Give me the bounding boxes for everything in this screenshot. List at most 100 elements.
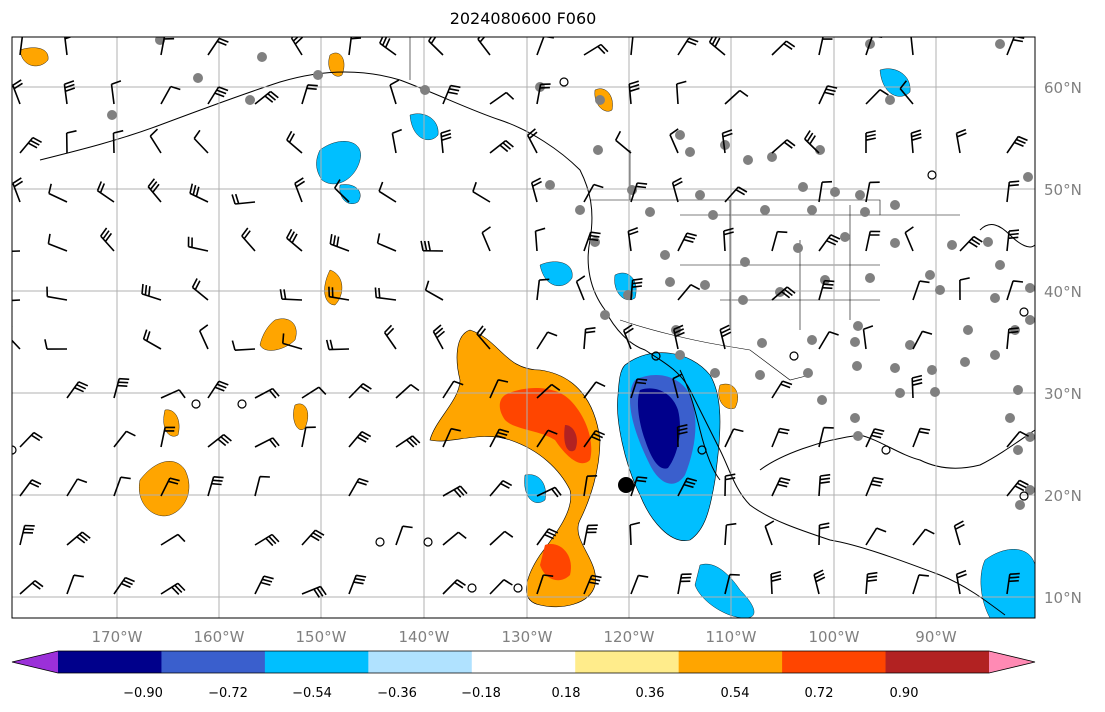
wind-barb bbox=[301, 84, 318, 105]
wind-barb bbox=[676, 424, 688, 448]
wind-barb bbox=[771, 286, 796, 301]
wind-barb bbox=[329, 233, 350, 252]
wind-barb bbox=[583, 524, 598, 546]
lon-label: 150°W bbox=[296, 628, 347, 646]
wind-barb bbox=[677, 477, 698, 497]
wind-barb bbox=[325, 339, 350, 351]
colorbar-tick-label: −0.90 bbox=[123, 686, 163, 701]
wind-barb bbox=[207, 380, 229, 399]
lon-label: 90°W bbox=[915, 628, 957, 646]
wind-barb bbox=[673, 324, 685, 350]
wind-barb bbox=[770, 570, 782, 595]
wind-barb bbox=[442, 84, 461, 105]
wind-barb bbox=[536, 486, 562, 498]
wind-barb bbox=[44, 339, 68, 350]
wind-barb bbox=[12, 250, 21, 253]
colorbar-tick-label: 0.90 bbox=[890, 686, 919, 701]
wind-barb bbox=[953, 520, 965, 546]
wind-barb bbox=[193, 129, 209, 154]
wind-barb bbox=[818, 331, 839, 350]
wind-barb bbox=[489, 379, 509, 399]
colorbar-extend-min bbox=[12, 651, 58, 673]
wind-barb bbox=[113, 576, 135, 595]
wind-barb bbox=[1006, 430, 1029, 448]
wind-barb bbox=[48, 183, 68, 203]
wind-barb bbox=[865, 37, 883, 56]
wind-barb bbox=[910, 37, 914, 56]
wind-barb bbox=[583, 381, 606, 399]
wind-barb bbox=[818, 522, 830, 546]
wind-barb bbox=[254, 475, 270, 497]
wind-barb bbox=[865, 527, 887, 546]
wind-barb bbox=[627, 227, 639, 252]
wind-barb bbox=[19, 37, 24, 56]
wind-barb bbox=[63, 80, 76, 105]
wind-barb bbox=[955, 569, 967, 595]
map-background bbox=[12, 37, 1035, 618]
lat-label: 20°N bbox=[1044, 487, 1082, 505]
lon-label: 170°W bbox=[92, 628, 143, 646]
wind-barb bbox=[724, 428, 744, 448]
wind-barb bbox=[818, 426, 834, 448]
wind-barb bbox=[376, 233, 397, 252]
wind-barb bbox=[207, 476, 224, 497]
wind-barb bbox=[12, 177, 24, 203]
wind-barb bbox=[724, 186, 748, 203]
wind-barb bbox=[160, 477, 180, 497]
wind-barb bbox=[395, 525, 413, 546]
wind-barb bbox=[818, 37, 833, 56]
wind-barb bbox=[198, 324, 209, 350]
wind-barb bbox=[254, 575, 274, 595]
wind-barb bbox=[724, 573, 740, 595]
wind-barb bbox=[442, 427, 461, 448]
wind-barb bbox=[536, 429, 558, 448]
wind-barb bbox=[526, 128, 538, 154]
wind-barb bbox=[536, 278, 550, 301]
wind-barb bbox=[622, 324, 634, 350]
wind-barb bbox=[489, 579, 513, 595]
wind-barb bbox=[630, 37, 634, 56]
colorbar-segment bbox=[678, 651, 783, 673]
wind-barb bbox=[160, 426, 176, 448]
wind-barb bbox=[804, 130, 820, 154]
graticule bbox=[12, 37, 1035, 618]
wind-barb bbox=[254, 533, 280, 547]
wind-barb bbox=[724, 522, 737, 546]
wind-barb bbox=[378, 181, 397, 203]
wind-barb bbox=[818, 234, 841, 252]
wind-barb bbox=[187, 236, 209, 252]
lon-label: 110°W bbox=[706, 628, 757, 646]
wind-barb bbox=[141, 283, 162, 301]
wind-barb bbox=[1006, 280, 1024, 301]
wind-barb bbox=[536, 528, 559, 546]
lon-label: 160°W bbox=[194, 628, 245, 646]
wind-barb bbox=[191, 278, 209, 301]
colorbar-segment bbox=[161, 651, 266, 673]
lon-label: 140°W bbox=[399, 628, 450, 646]
wind-barb bbox=[530, 177, 542, 203]
wind-barb bbox=[66, 574, 84, 595]
colorbar-tick-label: −0.18 bbox=[461, 686, 501, 701]
wind-barb bbox=[536, 574, 554, 595]
wind-barb bbox=[66, 531, 91, 546]
colorbar-tick-label: −0.54 bbox=[292, 686, 332, 701]
wind-barb bbox=[328, 286, 350, 301]
wind-barb bbox=[476, 325, 491, 350]
wind-barb bbox=[112, 129, 124, 154]
wind-barb bbox=[477, 37, 491, 56]
wind-barb bbox=[241, 227, 256, 252]
wind-barb bbox=[630, 278, 643, 301]
colorbar-extend-max bbox=[989, 651, 1035, 673]
colorbar-tick-label: 0.36 bbox=[636, 686, 665, 701]
wind-barb bbox=[1006, 229, 1020, 252]
wind-barb bbox=[285, 228, 303, 252]
wind-barb bbox=[110, 80, 122, 105]
latitude-labels: 60°N 50°N 40°N 30°N 20°N 10°N bbox=[1044, 79, 1082, 607]
wind-barb bbox=[677, 232, 697, 252]
wind-barb bbox=[149, 128, 162, 154]
wind-barb bbox=[286, 130, 303, 154]
wind-barb bbox=[1006, 135, 1028, 154]
wind-barb bbox=[1006, 479, 1029, 497]
wind-barb bbox=[818, 279, 835, 301]
